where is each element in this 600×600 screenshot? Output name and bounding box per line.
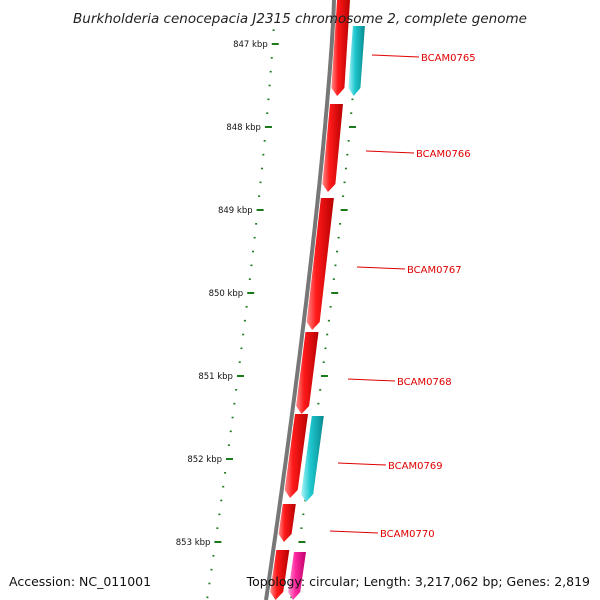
kbp-label: 853 kbp xyxy=(176,538,211,548)
gene-label-bcam0768[interactable]: BCAM0768 xyxy=(397,377,452,388)
scale-ticks: 847 kbp 848 kbp 849 kbp 850 kbp 851 kbp 852 k… xyxy=(176,29,363,599)
gene-label-bcam0767[interactable]: BCAM0767 xyxy=(407,265,462,276)
kbp-label: 848 kbp xyxy=(226,123,261,133)
accession-text: Accession: NC_011001 xyxy=(9,574,151,589)
gene-arrow-bcam0766[interactable] xyxy=(322,104,343,192)
gene-features xyxy=(270,0,365,600)
genome-summary-text: Topology: circular; Length: 3,217,062 bp… xyxy=(246,574,590,589)
gene-arrow-bcam0768[interactable] xyxy=(296,332,319,414)
kbp-label: 852 kbp xyxy=(187,455,222,465)
gene-label-leader xyxy=(356,266,406,270)
kbp-label: 850 kbp xyxy=(209,289,244,299)
kbp-label: 847 kbp xyxy=(233,40,268,50)
genome-backbone xyxy=(264,0,336,600)
gene-arrow-rna[interactable] xyxy=(288,552,306,600)
gene-arrow-bcam0765-reverse[interactable] xyxy=(348,26,365,96)
map-title: Burkholderia cenocepacia J2315 chromosom… xyxy=(73,11,527,27)
gene-label-bcam0769[interactable]: BCAM0769 xyxy=(388,461,443,472)
kbp-label: 849 kbp xyxy=(218,206,253,216)
gene-arrow-bcam0765[interactable] xyxy=(331,0,350,96)
gene-label-bcam0770[interactable]: BCAM0770 xyxy=(380,529,435,540)
gene-arrow-bcam0767[interactable] xyxy=(306,198,334,330)
gene-label-leader xyxy=(347,378,396,382)
gene-arrow-bcam0769[interactable] xyxy=(284,414,308,498)
gene-label-leader xyxy=(329,530,379,534)
kbp-label: 851 kbp xyxy=(198,372,233,382)
gene-labels: BCAM0765 BCAM0766 BCAM0767 BCAM0768 BCAM0769… xyxy=(329,53,476,540)
gene-label-bcam0765[interactable]: BCAM0765 xyxy=(421,53,476,64)
gene-label-leader xyxy=(371,54,420,58)
gene-arrow-bcam0769-reverse[interactable] xyxy=(301,416,324,502)
gene-label-leader xyxy=(337,462,387,466)
gene-label-bcam0766[interactable]: BCAM0766 xyxy=(416,149,471,160)
gene-label-leader xyxy=(365,150,415,154)
backbone-arc xyxy=(264,0,336,600)
gene-arrow-bcam0770[interactable] xyxy=(278,504,296,542)
gene-arrow-next-forward[interactable] xyxy=(270,550,290,600)
